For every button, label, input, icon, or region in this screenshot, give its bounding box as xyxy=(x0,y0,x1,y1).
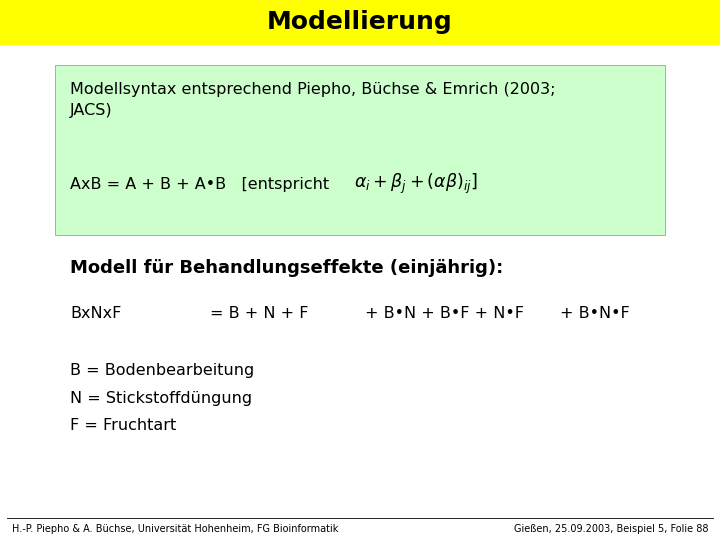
Bar xyxy=(55,65,665,235)
Text: = B + N + F: = B + N + F xyxy=(210,306,308,321)
Text: F = Fruchtart: F = Fruchtart xyxy=(70,418,176,434)
Text: Modell für Behandlungseffekte (einjährig):: Modell für Behandlungseffekte (einjährig… xyxy=(70,259,503,277)
Text: JACS): JACS) xyxy=(70,103,112,118)
Text: Modellsyntax entsprechend Piepho, Büchse & Emrich (2003;: Modellsyntax entsprechend Piepho, Büchse… xyxy=(70,82,556,97)
Text: + B•N + B•F + N•F: + B•N + B•F + N•F xyxy=(365,306,524,321)
Text: + B•N•F: + B•N•F xyxy=(560,306,630,321)
Text: $\alpha_i + \beta_j + (\alpha\beta)_{ij}$]: $\alpha_i + \beta_j + (\alpha\beta)_{ij}… xyxy=(354,172,478,196)
Text: BxNxF: BxNxF xyxy=(70,306,122,321)
Text: Gießen, 25.09.2003, Beispiel 5, Folie 88: Gießen, 25.09.2003, Beispiel 5, Folie 88 xyxy=(513,524,708,534)
Text: B = Bodenbearbeitung: B = Bodenbearbeitung xyxy=(70,362,254,377)
Text: AxB = A + B + A•B   [entspricht: AxB = A + B + A•B [entspricht xyxy=(70,177,329,192)
Bar xyxy=(0,0,720,45)
Text: Modellierung: Modellierung xyxy=(267,10,453,35)
Text: N = Stickstoffdüngung: N = Stickstoffdüngung xyxy=(70,390,252,406)
Text: H.-P. Piepho & A. Büchse, Universität Hohenheim, FG Bioinformatik: H.-P. Piepho & A. Büchse, Universität Ho… xyxy=(12,524,338,534)
